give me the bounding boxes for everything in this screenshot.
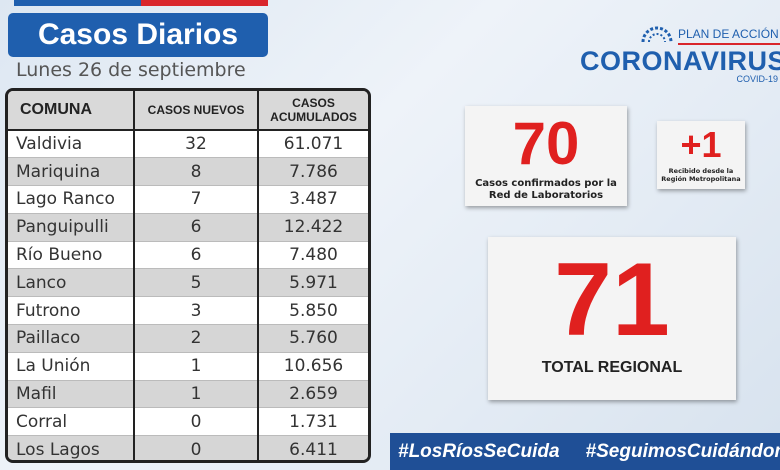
received-cases-card: +1 Recibido desde la Región Metropolitan…: [657, 121, 745, 189]
cases-table: COMUNA CASOS NUEVOS CASOS ACUMULADOS Val…: [5, 88, 371, 463]
flag-strip: [14, 0, 268, 6]
cell-nuevos: 6: [134, 213, 259, 242]
logo-red-line: [678, 43, 780, 45]
total-regional-value: 71: [554, 242, 670, 358]
cell-nuevos: 6: [134, 241, 259, 270]
table-row: La Unión 1 10.656: [8, 352, 368, 381]
header-comuna: COMUNA: [8, 91, 135, 131]
cell-nuevos: 32: [134, 130, 259, 159]
hashtag-los-rios: #LosRíosSeCuida: [398, 440, 560, 462]
total-regional-label: TOTAL REGIONAL: [541, 359, 683, 376]
hashtag-bar: #LosRíosSeCuida #SeguimosCuidándonos: [390, 433, 780, 470]
cell-acumulados: 61.071: [258, 130, 368, 159]
cell-comuna: Mariquina: [8, 157, 135, 187]
cell-comuna: Lanco: [8, 268, 135, 298]
table-row: Río Bueno 6 7.480: [8, 241, 368, 270]
cell-acumulados: 1.731: [258, 407, 368, 437]
logo-sub-text: COVID-19: [736, 74, 778, 84]
report-date: Lunes 26 de septiembre: [16, 59, 246, 81]
table-row: Panguipulli 6 12.422: [8, 213, 368, 242]
cell-nuevos: 0: [134, 407, 259, 437]
cell-comuna: Los Lagos: [8, 435, 135, 460]
cell-acumulados: 12.422: [258, 213, 368, 242]
page-title-text: Casos Diarios: [37, 18, 239, 51]
confirmed-cases-value: 70: [512, 110, 580, 177]
received-cases-label: Recibido desde la Región Metropolitana: [661, 167, 741, 183]
cell-comuna: Futrono: [8, 296, 135, 326]
cell-comuna: Lago Ranco: [8, 185, 135, 214]
cell-nuevos: 1: [134, 380, 259, 409]
total-regional-card: 71 TOTAL REGIONAL: [488, 237, 736, 400]
cell-acumulados: 5.971: [258, 268, 368, 298]
cell-nuevos: 0: [134, 435, 259, 460]
flag-strip-blue: [14, 0, 141, 6]
table-row: Lago Ranco 7 3.487: [8, 185, 368, 214]
header-casos-nuevos: CASOS NUEVOS: [134, 91, 259, 131]
hashtag-seguimos: #SeguimosCuidándonos: [585, 440, 780, 462]
cell-nuevos: 3: [134, 296, 259, 326]
cell-acumulados: 6.411: [258, 435, 368, 460]
table-row: Paillaco 2 5.760: [8, 324, 368, 353]
cell-nuevos: 8: [134, 157, 259, 187]
cell-acumulados: 5.760: [258, 324, 368, 353]
cell-acumulados: 7.480: [258, 241, 368, 270]
page-title: Casos Diarios: [8, 13, 268, 57]
table-row: Valdivia 32 61.071: [8, 130, 368, 159]
cell-comuna: La Unión: [8, 352, 135, 381]
table-row: Los Lagos 0 6.411: [8, 435, 368, 460]
table-row: Futrono 3 5.850: [8, 296, 368, 326]
table-row: Corral 0 1.731: [8, 407, 368, 437]
received-cases-value: +1: [680, 124, 722, 165]
confirmed-cases-label: Casos confirmados por la Red de Laborato…: [475, 178, 617, 201]
table-header-row: COMUNA CASOS NUEVOS CASOS ACUMULADOS: [8, 91, 368, 131]
cell-acumulados: 5.850: [258, 296, 368, 326]
flag-strip-red: [141, 0, 268, 6]
cell-nuevos: 1: [134, 352, 259, 381]
cell-comuna: Corral: [8, 407, 135, 437]
table-row: Mafil 1 2.659: [8, 380, 368, 409]
table-row: Lanco 5 5.971: [8, 268, 368, 298]
cell-acumulados: 3.487: [258, 185, 368, 214]
header-casos-acumulados: CASOS ACUMULADOS: [258, 91, 368, 131]
table-row: Mariquina 8 7.786: [8, 157, 368, 187]
coronavirus-plan-logo: PLAN DE ACCIÓN CORONAVIRUS COVID-19: [578, 22, 780, 86]
cell-acumulados: 2.659: [258, 380, 368, 409]
cell-acumulados: 10.656: [258, 352, 368, 381]
cell-acumulados: 7.786: [258, 157, 368, 187]
header-acumulados-line2: ACUMULADOS: [270, 110, 357, 124]
cell-nuevos: 5: [134, 268, 259, 298]
cell-comuna: Río Bueno: [8, 241, 135, 270]
cell-nuevos: 2: [134, 324, 259, 353]
cell-comuna: Valdivia: [8, 130, 135, 159]
header-acumulados-line1: CASOS: [292, 96, 335, 110]
logo-brand-text: CORONAVIRUS: [580, 46, 780, 76]
cell-comuna: Paillaco: [8, 324, 135, 353]
logo-plan-text: PLAN DE ACCIÓN: [678, 27, 779, 41]
cell-comuna: Panguipulli: [8, 213, 135, 242]
cell-comuna: Mafil: [8, 380, 135, 409]
confirmed-cases-card: 70 Casos confirmados por la Red de Labor…: [465, 106, 627, 206]
gov-emblem-icon: [641, 26, 673, 43]
cell-nuevos: 7: [134, 185, 259, 214]
